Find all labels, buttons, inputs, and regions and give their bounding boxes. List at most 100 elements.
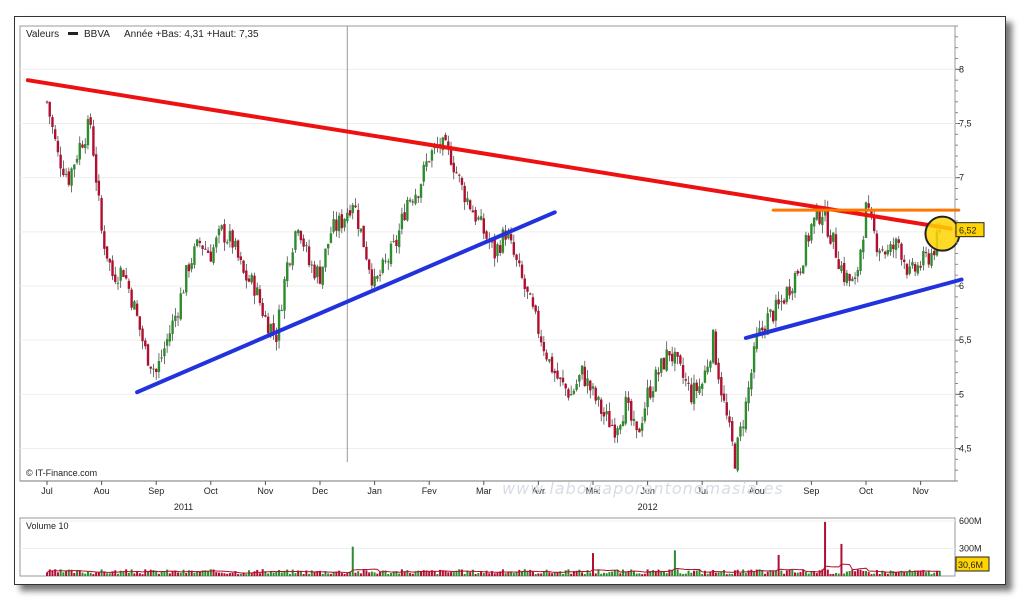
volume-bar [76, 569, 79, 576]
volume-bar [518, 569, 521, 576]
candle-body [116, 282, 120, 284]
candle-body [690, 384, 693, 403]
volume-bar [179, 572, 182, 576]
volume-bar [834, 572, 837, 576]
candle-body [624, 396, 627, 424]
candle-body [144, 340, 147, 347]
volume-bar [600, 573, 603, 576]
candle-body [425, 161, 428, 167]
volume-bar [343, 573, 346, 576]
volume-bar [523, 569, 526, 576]
candle-body [608, 411, 611, 428]
x-tick-label: Oct [204, 486, 219, 496]
candle-body [856, 270, 860, 277]
volume-bar [490, 571, 493, 576]
candle-body [411, 201, 415, 203]
candle-body [660, 358, 663, 373]
volume-bar [938, 570, 941, 576]
candle-body [886, 249, 890, 255]
volume-tick-label: 300M [959, 544, 982, 554]
candle-body [321, 266, 324, 285]
candle-body [670, 353, 674, 362]
volume-bar [799, 571, 802, 576]
volume-bar [130, 569, 133, 576]
x-tick-label: Sep [148, 486, 164, 496]
volume-bar [237, 574, 240, 576]
candle-body [883, 251, 887, 255]
volume-bar [501, 569, 504, 576]
y-tick-label: 8 [959, 64, 964, 74]
volume-bar [512, 573, 515, 576]
volume-bar [684, 573, 687, 576]
volume-bar [526, 571, 529, 576]
candle-body [206, 250, 210, 253]
candle-body [802, 265, 805, 274]
candle-body [441, 137, 445, 151]
volume-bar [744, 573, 747, 576]
volume-bar [310, 570, 313, 576]
candle-body [580, 365, 584, 375]
candle-body [706, 366, 709, 373]
volume-bar [349, 571, 352, 576]
volume-bar [660, 570, 663, 576]
volume-bar [452, 572, 455, 576]
candle-body [223, 224, 226, 243]
volume-bar [548, 572, 551, 576]
candle-body [933, 250, 936, 256]
candle-body [815, 208, 819, 220]
volume-bar [589, 572, 592, 576]
x-tick-label: Fev [422, 486, 438, 496]
candle-body [236, 240, 240, 258]
y-tick-label: 5,5 [959, 335, 972, 345]
candle-body [744, 401, 748, 430]
volume-bar [174, 570, 177, 576]
candle-body [324, 248, 327, 268]
candle-body [679, 355, 682, 364]
volume-bar [51, 570, 54, 576]
candle-body [84, 144, 87, 149]
volume-bar [914, 570, 917, 576]
candle-body [340, 214, 344, 229]
candle-body [198, 240, 202, 243]
y-tick-label: 7,5 [959, 119, 972, 129]
volume-bar [679, 573, 682, 576]
candle-body [654, 369, 657, 392]
volume-bar [742, 569, 745, 576]
volume-bar [510, 572, 513, 576]
volume-bar [190, 570, 193, 576]
candle-body [709, 361, 712, 368]
volume-bar [807, 573, 810, 576]
candle-body [444, 134, 447, 141]
volume-bar [62, 572, 65, 576]
candle-body [343, 218, 346, 228]
volume-bar [930, 574, 933, 576]
volume-bar [313, 572, 316, 576]
candle-body [190, 263, 193, 269]
price-panel [19, 25, 956, 482]
candle-body [51, 117, 54, 127]
candle-body [283, 279, 286, 311]
candle-body [717, 362, 720, 380]
candle-body [89, 117, 92, 125]
candle-body [242, 260, 245, 273]
volume-bar [114, 570, 117, 576]
volume-bar [163, 571, 166, 576]
volume-bar [583, 573, 586, 576]
candle-body [176, 316, 180, 318]
volume-bar [370, 571, 373, 576]
volume-bar [95, 572, 98, 576]
volume-bar [616, 570, 619, 576]
candle-body [635, 421, 638, 431]
volume-bar [499, 571, 502, 576]
candle-body [105, 246, 109, 259]
volume-bar [755, 569, 758, 576]
candle-body [583, 366, 587, 386]
x-tick-label: Dec [312, 486, 329, 496]
volume-bar [837, 573, 840, 576]
candle-body [924, 252, 928, 254]
candle-body [185, 265, 188, 293]
candle-body [122, 270, 125, 277]
candle-body [619, 425, 622, 430]
candle-body [275, 334, 278, 342]
volume-bar [682, 573, 685, 576]
